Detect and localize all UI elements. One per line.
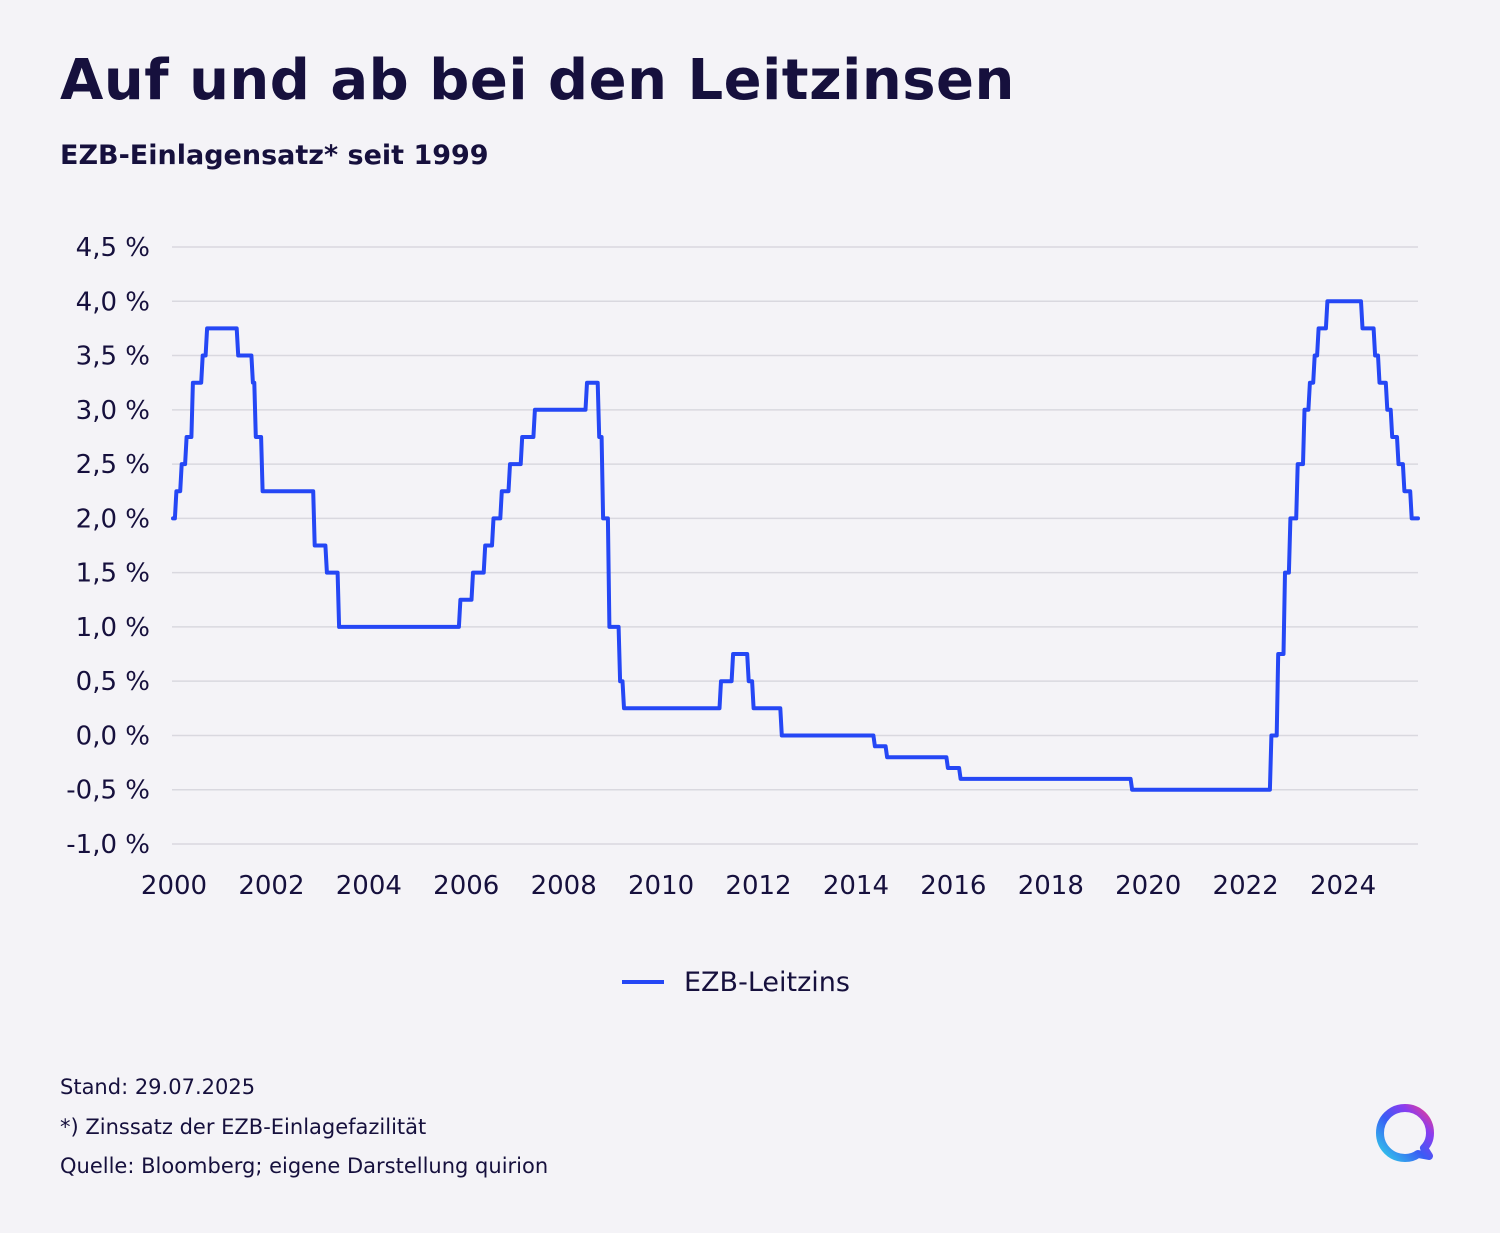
x-tick-label: 2004 <box>336 871 402 901</box>
y-tick-label: 1,5 % <box>76 559 150 589</box>
x-tick-label: 2022 <box>1213 871 1279 901</box>
x-tick-label: 2008 <box>531 871 597 901</box>
y-tick-label: 0,0 % <box>76 721 150 751</box>
x-axis: 2000 2002 2004 2006 2008 2010 2012 2014 2016 2018… <box>141 871 1376 901</box>
legend: EZB-Leitzins <box>622 962 850 1002</box>
y-tick-label: 3,0 % <box>76 396 150 426</box>
page-subtitle: EZB-Einlagensatz* seit 1999 <box>60 140 489 171</box>
series-line-ezb-leitzins <box>171 299 1420 792</box>
y-tick-label: 4,5 % <box>76 233 150 263</box>
y-tick-label: 4,0 % <box>76 287 150 317</box>
y-tick-label: 3,5 % <box>76 342 150 372</box>
x-tick-label: 2024 <box>1310 871 1376 901</box>
x-tick-label: 2006 <box>433 871 499 901</box>
y-tick-label: 1,0 % <box>76 613 150 643</box>
x-tick-label: 2002 <box>238 871 304 901</box>
y-tick-label: -0,5 % <box>66 776 150 806</box>
x-tick-label: 2000 <box>141 871 207 901</box>
series-layer <box>171 299 1420 792</box>
x-tick-label: 2016 <box>920 871 986 901</box>
x-tick-label: 2010 <box>628 871 694 901</box>
page-title: Auf und ab bei den Leitzinsen <box>60 48 1015 113</box>
legend-label: EZB-Leitzins <box>684 966 850 998</box>
quirion-logo-icon <box>1376 1104 1434 1162</box>
x-tick-label: 2020 <box>1115 871 1181 901</box>
y-tick-label: -1,0 % <box>66 830 150 860</box>
y-axis: 4,5 % 4,0 % 3,5 % 3,0 % 2,5 % 2,0 % 1,5 % 1,0 %… <box>66 233 150 860</box>
footnote-definition: *) Zinssatz der EZB-Einlagefazilität <box>60 1114 427 1139</box>
footnotes: Stand: 29.07.2025 *) Zinssatz der EZB-Ei… <box>60 1068 548 1187</box>
stand-date: Stand: 29.07.2025 <box>60 1075 256 1099</box>
y-tick-label: 2,0 % <box>76 504 150 534</box>
source-note: Quelle: Bloomberg; eigene Darstellung qu… <box>60 1154 549 1178</box>
y-tick-label: 2,5 % <box>76 450 150 480</box>
y-tick-label: 0,5 % <box>76 667 150 697</box>
x-tick-label: 2012 <box>725 871 791 901</box>
x-tick-label: 2014 <box>823 871 889 901</box>
grid-layer <box>172 246 1418 845</box>
legend-swatch <box>622 980 664 984</box>
x-tick-label: 2018 <box>1018 871 1084 901</box>
